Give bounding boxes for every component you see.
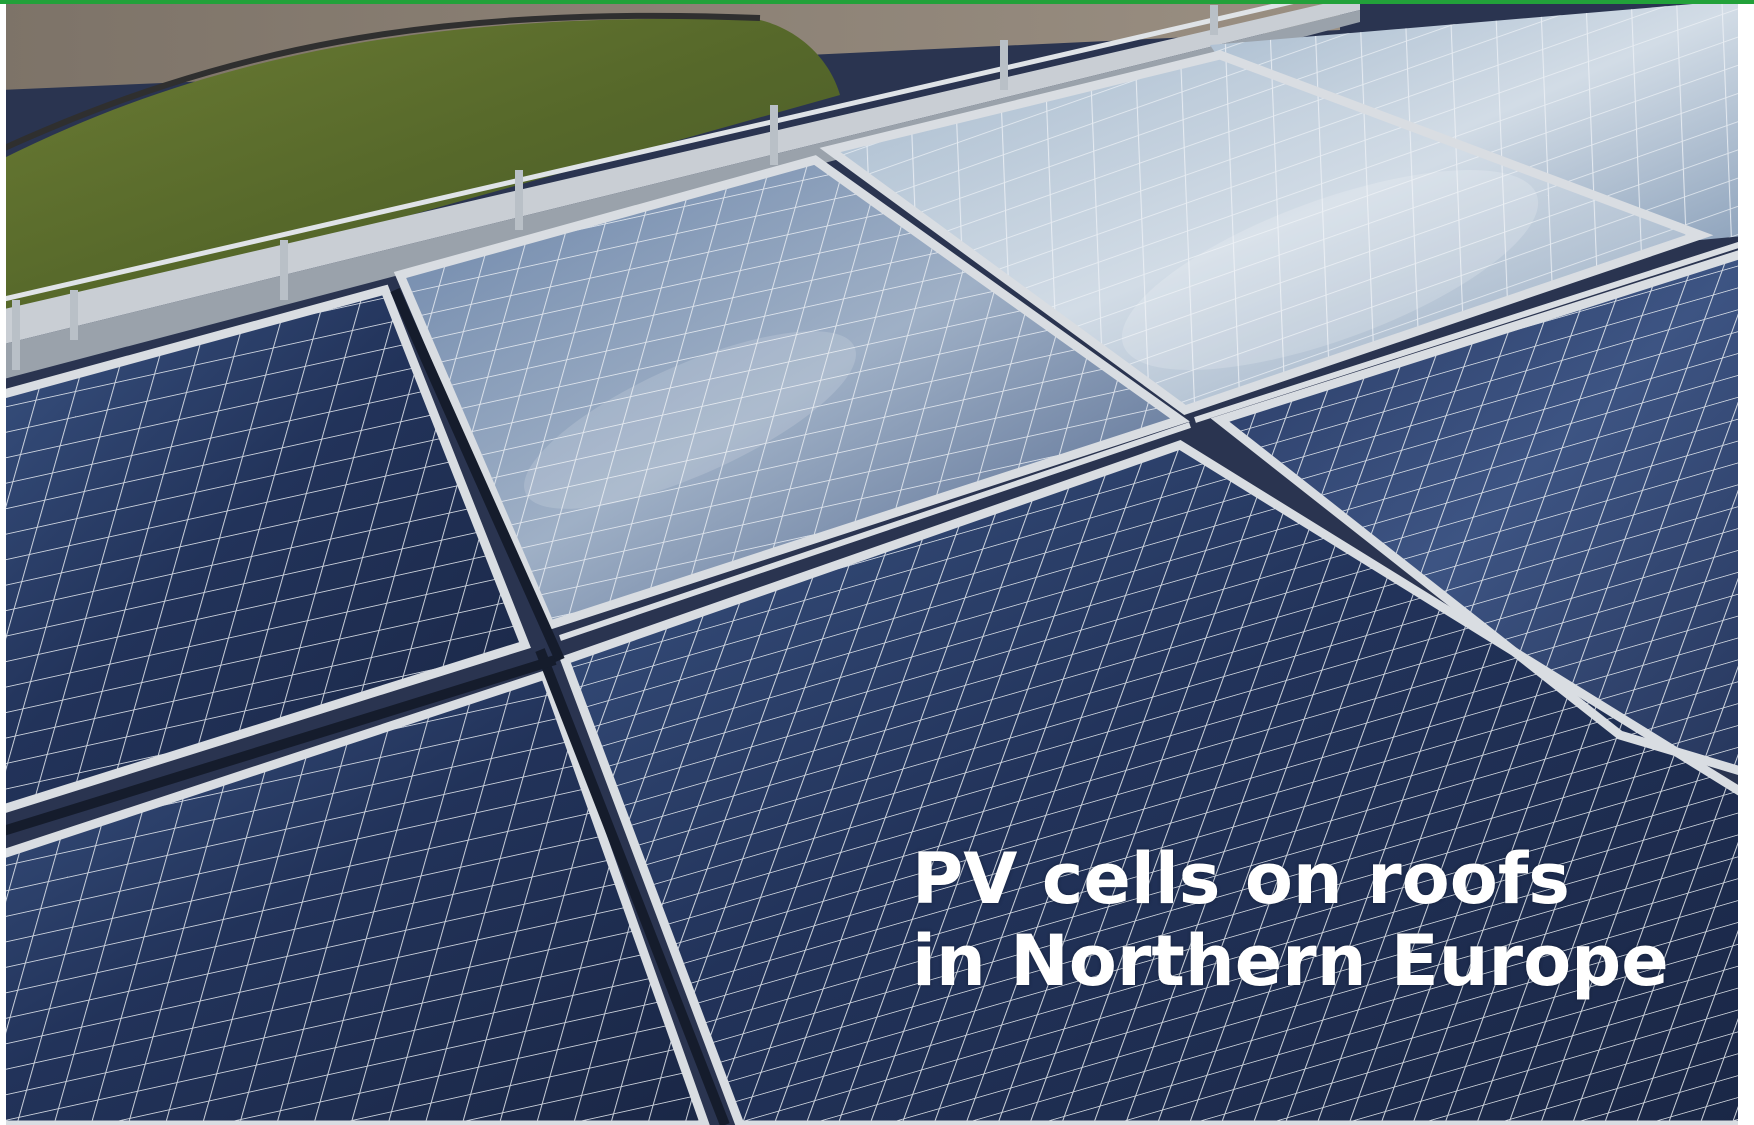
caption-line-1: PV cells on roofs: [912, 838, 1570, 920]
caption-line-2: in Northern Europe: [912, 920, 1669, 1002]
caption-text: PV cells on roofs in Northern Europe: [912, 838, 1669, 1002]
